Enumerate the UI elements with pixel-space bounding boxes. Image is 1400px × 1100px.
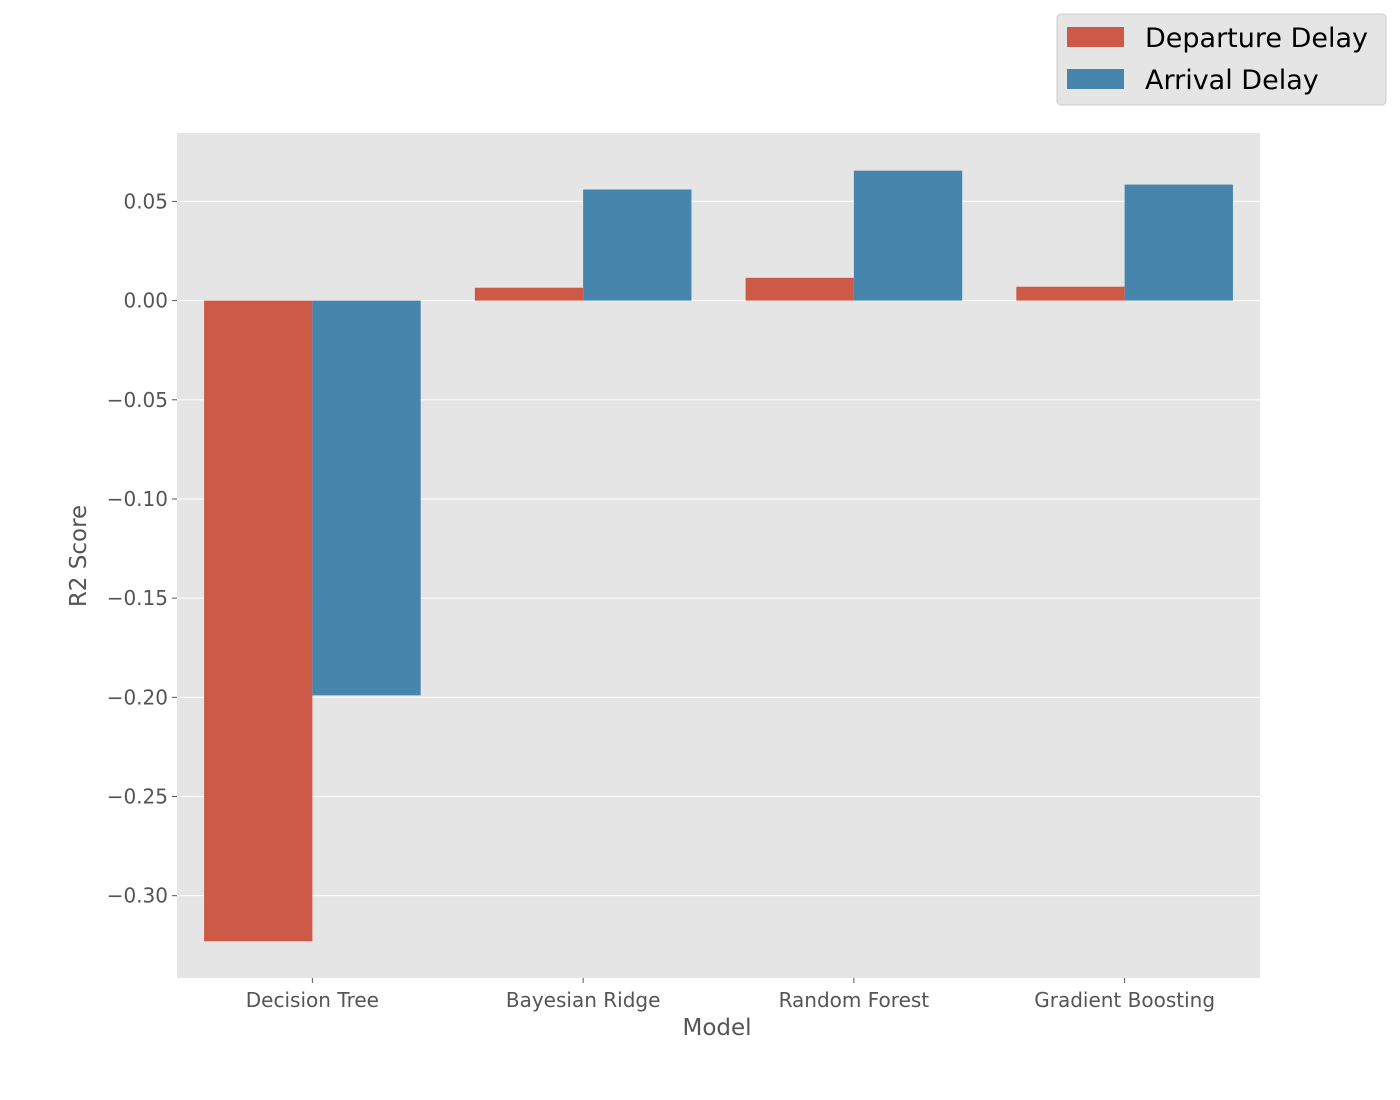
- x-tick-label: Random Forest: [779, 988, 930, 1012]
- bars: [204, 170, 1233, 942]
- legend: Departure Delay Arrival Delay: [1056, 13, 1387, 106]
- bar-departure-delay: [1016, 286, 1125, 301]
- x-tick-label: Bayesian Ridge: [506, 988, 661, 1012]
- y-tick-label: 0.05: [123, 189, 168, 213]
- x-tick-label: Decision Tree: [246, 988, 379, 1012]
- y-tick-label: −0.10: [107, 487, 168, 511]
- y-tick-label: 0.00: [123, 289, 168, 313]
- y-axis-label: R2 Score: [66, 505, 92, 607]
- x-axis-label: Model: [682, 1015, 751, 1041]
- bar-departure-delay: [204, 300, 313, 942]
- legend-label: Arrival Delay: [1145, 65, 1319, 96]
- x-axis-ticks: Decision Tree Bayesian Ridge Random Forest…: [246, 978, 1215, 1012]
- legend-swatch: [1067, 27, 1124, 47]
- bar-arrival-delay: [1124, 184, 1233, 301]
- y-tick-label: −0.20: [107, 685, 168, 709]
- y-tick-label: −0.15: [107, 586, 168, 610]
- y-tick-label: −0.30: [107, 884, 168, 908]
- bar-arrival-delay: [583, 189, 692, 301]
- bar-departure-delay: [474, 287, 584, 301]
- legend-box: [1056, 13, 1387, 106]
- y-axis-ticks: 0.05 0.00 −0.05 −0.10 −0.15 −0.20 −0.25 −0.30: [107, 189, 177, 908]
- bar-departure-delay: [745, 277, 854, 301]
- x-tick-label: Gradient Boosting: [1034, 988, 1215, 1012]
- bar-arrival-delay: [853, 170, 963, 301]
- y-tick-label: −0.05: [107, 388, 168, 412]
- bar-arrival-delay: [312, 300, 421, 696]
- legend-label: Departure Delay: [1145, 23, 1368, 54]
- y-tick-label: −0.25: [107, 785, 168, 809]
- legend-swatch: [1067, 69, 1124, 89]
